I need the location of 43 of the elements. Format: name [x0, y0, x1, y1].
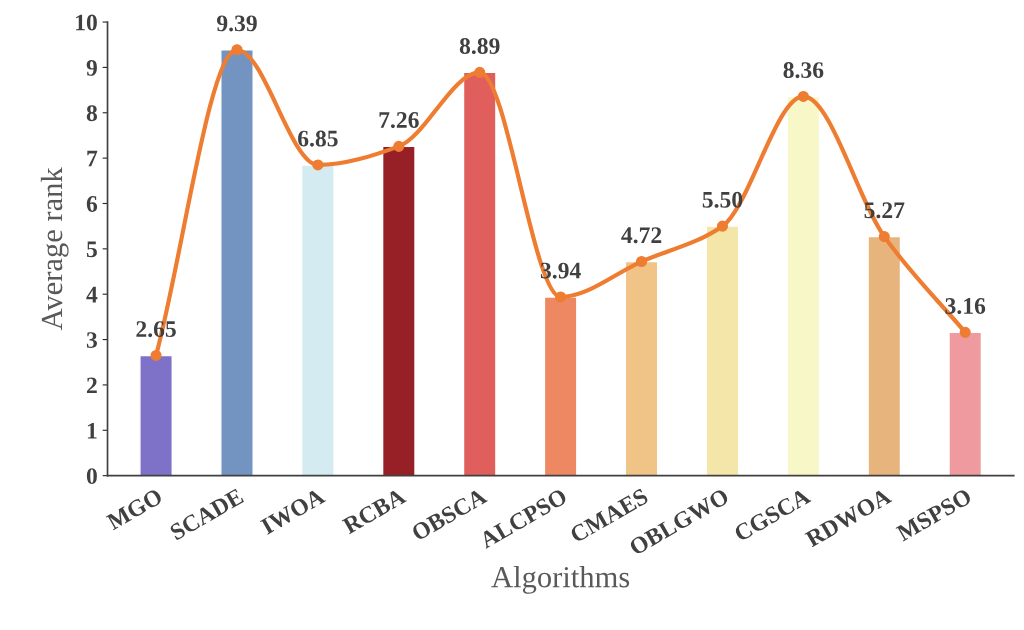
data-label: 3.16: [945, 298, 986, 315]
y-tick-label: 7: [87, 150, 98, 167]
bar: [543, 296, 578, 476]
y-tick-label: 6: [86, 196, 98, 212]
y-tick-label: 0: [86, 468, 97, 485]
data-label: 4.72: [621, 227, 662, 244]
y-tick-label: 9: [86, 59, 97, 76]
y-tick-label: 10: [76, 14, 97, 31]
bar: [301, 164, 335, 476]
x-axis-title: Algorithms: [491, 565, 630, 594]
point: [635, 255, 648, 268]
bar: [462, 71, 497, 476]
point: [312, 159, 324, 171]
data-label: 6.85: [298, 130, 338, 147]
y-axis-title: Average rank: [40, 167, 69, 331]
bar: [381, 145, 416, 476]
point: [716, 220, 729, 232]
y-tick-label: 1: [87, 422, 97, 439]
point: [959, 326, 971, 338]
bar: [624, 260, 659, 476]
bar: [139, 354, 173, 476]
point: [797, 90, 809, 102]
point: [393, 140, 405, 152]
point: [150, 349, 162, 362]
y-tick-label: 3: [86, 332, 97, 348]
y-tick-label: 8: [86, 105, 98, 122]
data-label: 7.26: [379, 112, 419, 129]
point: [231, 44, 243, 56]
bar: [705, 225, 740, 476]
data-label: 8.36: [783, 62, 824, 79]
bar: [786, 95, 821, 476]
bar: [220, 49, 254, 476]
bar: [948, 331, 983, 476]
point: [474, 66, 486, 78]
y-tick-label: 2: [86, 377, 97, 394]
y-tick-label: 4: [86, 286, 98, 303]
bar: [867, 235, 902, 476]
point: [555, 291, 567, 303]
data-label: 8.89: [459, 38, 500, 55]
y-tick-label: 5: [86, 241, 97, 258]
point: [878, 231, 890, 243]
x-tick-label: MGO: [105, 487, 164, 531]
data-label: 9.39: [216, 15, 257, 32]
